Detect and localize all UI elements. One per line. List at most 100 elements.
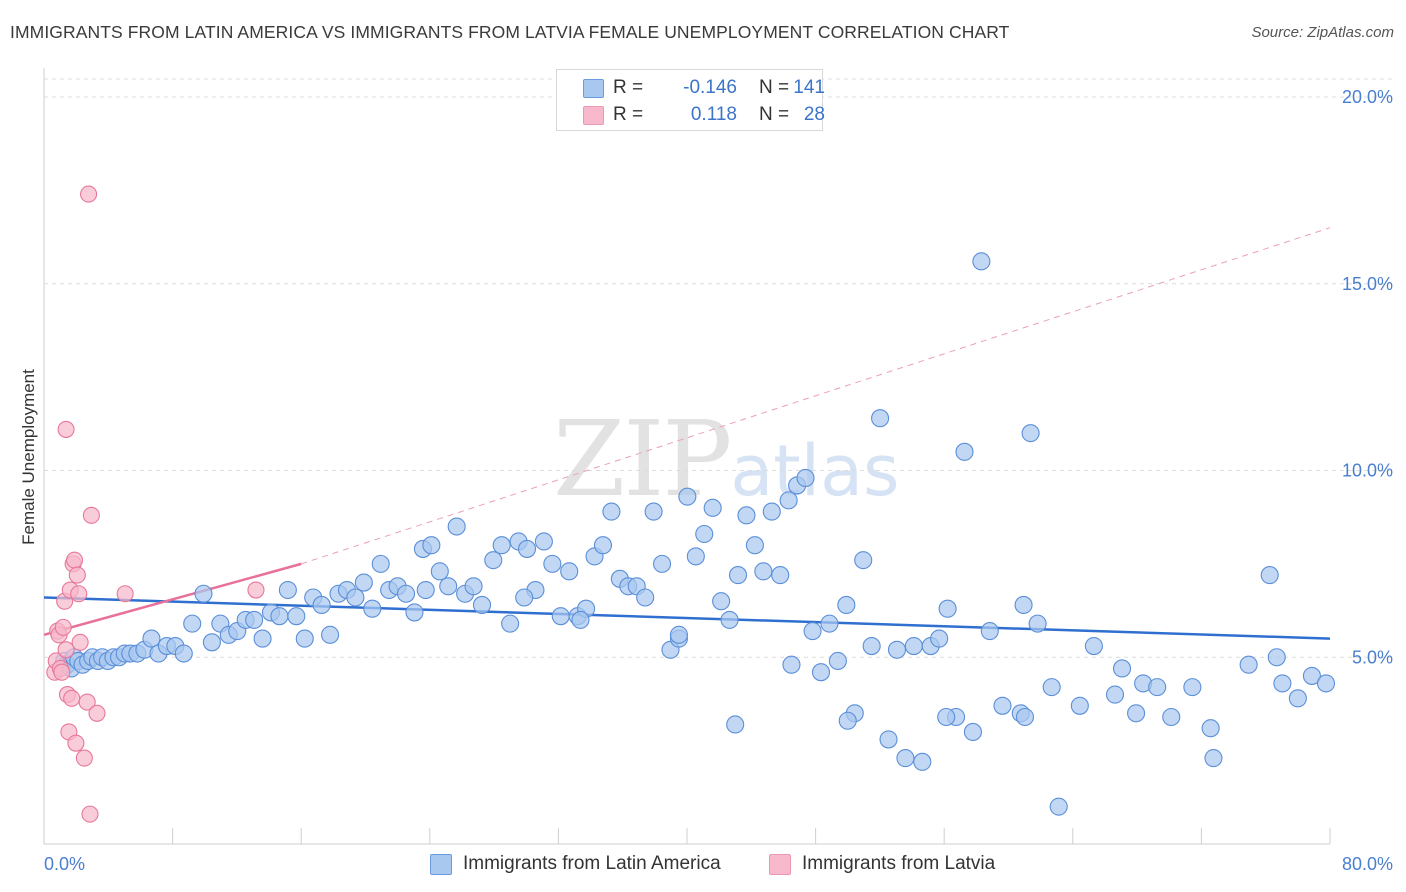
legend-n-label: N = [759, 77, 790, 98]
point-latin-america [363, 599, 382, 618]
point-latvia [67, 734, 85, 752]
point-latin-america [904, 636, 923, 656]
legend-swatch-latvia [583, 106, 604, 125]
point-latin-america [838, 711, 857, 730]
point-latin-america [726, 715, 745, 734]
legend-row-latvia: R = 0.118 N = 28 [583, 102, 825, 128]
y-tick-label: 10.0% [1342, 461, 1393, 481]
point-latin-america [1316, 674, 1336, 693]
legend-n-value: 28 [803, 104, 825, 125]
point-latin-america [1015, 707, 1035, 727]
bottom-legend-label: Immigrants from Latin America [463, 853, 721, 874]
trend-lines [43, 227, 1331, 640]
point-latin-america [543, 554, 562, 573]
point-latin-america [782, 655, 801, 674]
point-latin-america [1273, 674, 1292, 693]
point-latin-america [1028, 614, 1047, 633]
point-latin-america [1302, 666, 1321, 685]
point-latvia [53, 663, 71, 681]
point-latin-america [371, 554, 390, 573]
point-latin-america [593, 536, 613, 555]
point-latin-america [1260, 566, 1279, 585]
point-latin-america [321, 625, 340, 644]
point-latvia [116, 585, 134, 603]
point-latvia [68, 566, 86, 584]
point-latin-america [854, 551, 873, 570]
correlation-legend: R = -0.146 N = 141 R = 0.118 N = 28 [556, 69, 825, 131]
point-latin-america [560, 562, 579, 581]
point-latin-america [653, 554, 672, 573]
point-latin-america [703, 498, 722, 517]
point-latin-america [551, 607, 570, 626]
point-latin-america [879, 730, 898, 749]
bottom-legend-swatch-latin-america [430, 854, 452, 875]
point-latin-america [779, 491, 798, 510]
trend-line-latin-america [43, 596, 1331, 640]
point-latvia [88, 704, 106, 722]
point-latin-america [754, 562, 773, 581]
y-tick-label: 20.0% [1342, 87, 1393, 107]
point-latin-america [1204, 749, 1223, 768]
point-latin-america [695, 524, 714, 544]
legend-n-value: 141 [793, 77, 825, 98]
grid-lines [44, 78, 1393, 658]
legend-r-label: R = [613, 104, 644, 125]
legend-r-value: 0.118 [690, 104, 737, 125]
point-latin-america [771, 566, 790, 585]
point-latin-america [416, 580, 435, 600]
point-latin-america [796, 468, 815, 488]
point-latin-america [501, 614, 520, 633]
point-latin-america [737, 506, 756, 525]
point-latin-america [963, 722, 982, 742]
y-tick-label: 15.0% [1342, 274, 1393, 294]
bottom-legend-swatch-latvia [769, 854, 791, 875]
point-latin-america [312, 595, 331, 615]
point-latin-america [1162, 707, 1181, 727]
point-latin-america [354, 573, 373, 592]
point-latin-america [712, 592, 731, 611]
point-latin-america [993, 696, 1012, 715]
x-tick-label: 80.0% [1342, 854, 1393, 874]
point-latvia [63, 689, 81, 707]
point-latvia [70, 585, 88, 603]
point-latin-america [602, 502, 621, 521]
point-latin-america [253, 629, 272, 648]
point-latin-america [1105, 685, 1125, 704]
point-latin-america [644, 502, 663, 521]
y-axis-title: Female Unemployment [19, 369, 38, 545]
point-latin-america [678, 487, 697, 506]
point-latin-america [871, 409, 890, 428]
point-latin-america [447, 517, 466, 536]
source-label: Source: ZipAtlas.com [1251, 24, 1394, 41]
point-latin-america [517, 539, 537, 558]
x-tick-label: 0.0% [44, 854, 85, 874]
point-latvia [75, 749, 93, 767]
trend-line-latvia-extended [301, 227, 1331, 565]
point-latvia [81, 805, 99, 823]
point-latin-america [174, 644, 193, 663]
legend-n-label: N = [759, 104, 790, 125]
point-latvia [71, 633, 89, 651]
point-latin-america [346, 588, 365, 607]
point-latin-america [669, 625, 688, 644]
bottom-legend-label: Immigrants from Latvia [802, 853, 996, 874]
point-latin-america [571, 610, 590, 629]
point-latvia [78, 693, 96, 711]
point-latin-america [930, 629, 949, 648]
point-latvia [65, 551, 84, 569]
legend-r-value: -0.146 [683, 77, 737, 98]
point-latin-america [534, 532, 553, 551]
point-latin-america [245, 610, 264, 629]
point-latin-america [270, 607, 289, 626]
point-latin-america [762, 502, 781, 521]
point-latin-america [862, 636, 881, 656]
point-latin-america [1042, 678, 1061, 697]
tick-labels: 5.0% 10.0% 15.0% 20.0% 0.0% 80.0% [44, 87, 1393, 874]
point-latin-america [1183, 678, 1202, 697]
point-latvia [247, 581, 265, 599]
point-latvia [54, 618, 72, 636]
point-latin-america [955, 442, 974, 461]
point-latin-america [1267, 648, 1286, 667]
point-latin-america [728, 566, 748, 585]
